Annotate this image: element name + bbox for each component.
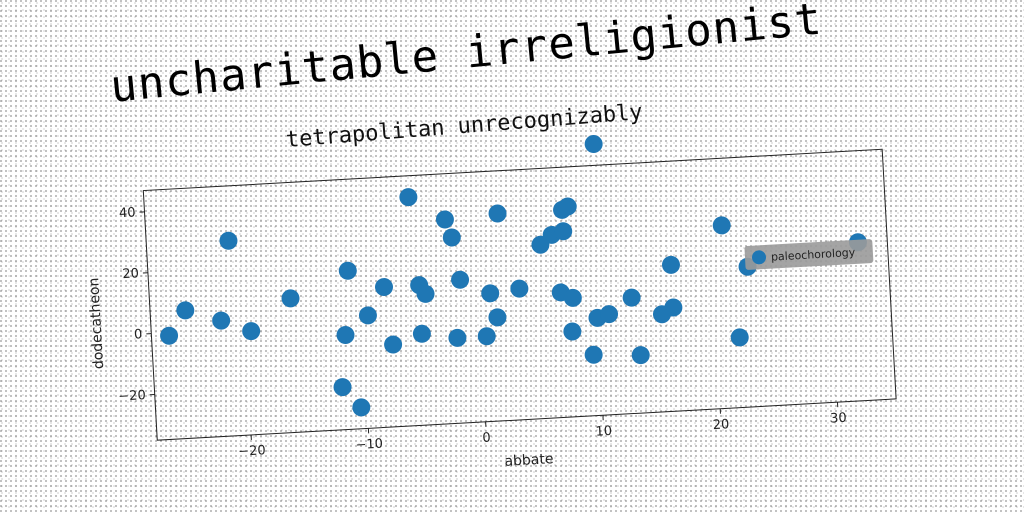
y-tick-label: −20 [118,388,146,405]
data-point [435,210,454,229]
data-point [442,228,461,247]
y-tick-label: 40 [119,205,136,221]
x-tick-label: 20 [712,417,729,433]
data-point [333,378,352,397]
plot-area [142,148,897,441]
x-axis-label: abbate [504,451,554,470]
x-tick-label: 0 [482,431,491,446]
data-point [336,326,355,345]
data-point [730,328,749,347]
data-point [412,324,431,343]
data-point [358,306,377,325]
data-point [352,398,371,417]
y-axis-label: dodecatheon [86,277,107,369]
data-point [563,288,582,307]
x-tick-label: 30 [830,411,847,427]
data-point [212,311,231,330]
data-point [600,305,619,324]
data-point [664,298,683,317]
legend-box [744,239,874,270]
data-point [661,255,680,274]
x-tick-label: −20 [238,443,266,460]
data-point [584,345,603,364]
data-point [584,135,603,154]
data-point [338,261,357,280]
tick-layer: −20 −10 0 10 20 30 −20 0 20 40 [118,205,847,460]
x-tick-label: 10 [595,424,612,440]
y-tick-label: 20 [122,266,139,282]
data-point [416,284,435,303]
data-point [554,222,573,241]
data-point [622,288,641,307]
data-point [399,188,418,207]
data-point [481,284,500,303]
data-point [384,335,403,354]
legend: paleochorology [744,239,874,270]
y-tick-label: 0 [134,327,143,342]
data-point [712,216,731,235]
data-point [374,278,393,297]
legend-marker [751,250,766,265]
data-point [563,322,582,341]
data-point [176,301,195,320]
data-point [488,308,507,327]
data-point [448,328,467,347]
data-point [242,322,261,341]
data-point [219,231,238,250]
data-point [451,270,470,289]
data-point [631,346,650,365]
x-tick-label: −10 [355,437,383,454]
data-point [510,279,529,298]
points-layer [160,135,867,417]
data-point [160,326,179,345]
data-point [477,327,496,346]
data-point [281,289,300,308]
data-point [488,204,507,223]
data-point [558,197,577,216]
legend-label: paleochorology [771,246,856,264]
